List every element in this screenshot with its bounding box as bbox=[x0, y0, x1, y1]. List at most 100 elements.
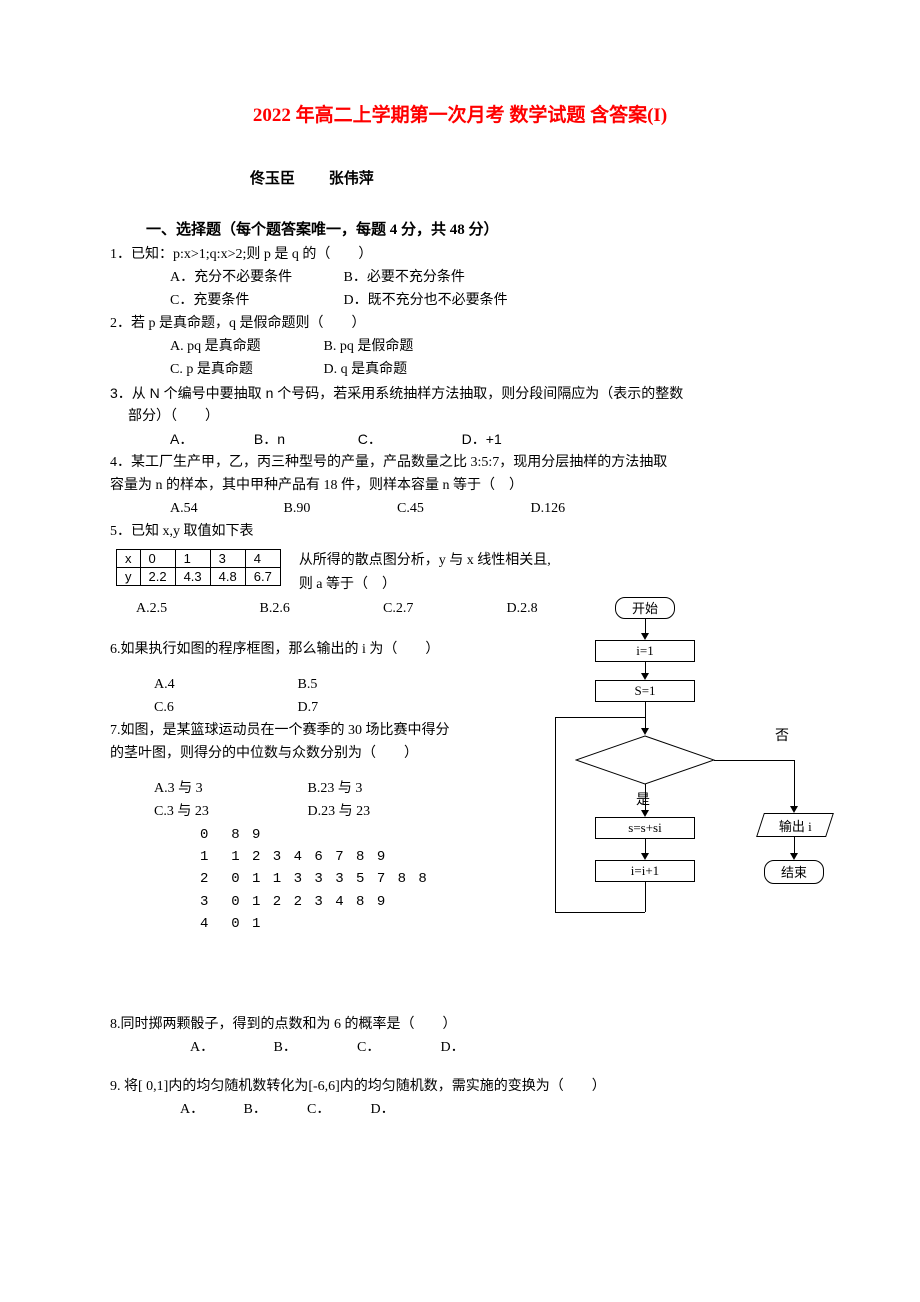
q6-stem: 6.如果执行如图的程序框图，那么输出的 i 为（ ） bbox=[110, 638, 570, 661]
q3-stem: 3．从 N 个编号中要抽取 n 个号码，若采用系统抽样方法抽取，则分段间隔应为（… bbox=[110, 382, 810, 405]
q9-opts: A． B． C． D． bbox=[180, 1098, 810, 1121]
two-column-block: A.2.5 B.2.6 C.2.7 D.2.8 6.如果执行如图的程序框图，那么… bbox=[110, 597, 810, 997]
page-title: 2022 年高二上学期第一次月考 数学试题 含答案(I) bbox=[110, 100, 810, 127]
fc-yes-label: 是 bbox=[636, 789, 650, 809]
q5-x0: 0 bbox=[140, 550, 175, 568]
fc-line-no-h bbox=[714, 760, 794, 761]
fc-no-label: 否 bbox=[775, 725, 789, 745]
q1-A: A．充分不必要条件 bbox=[170, 266, 340, 289]
q3-A: A． bbox=[170, 428, 250, 451]
fc-decision-icon bbox=[575, 735, 715, 785]
q5-A: A.2.5 bbox=[136, 597, 256, 620]
q5-x4: 4 bbox=[245, 550, 280, 568]
q4-A: A.54 bbox=[170, 497, 280, 520]
q6-opts-1: A.4 B.5 bbox=[154, 673, 570, 696]
exam-page: 2022 年高二上学期第一次月考 数学试题 含答案(I) 佟玉臣 张伟萍 一、选… bbox=[0, 0, 920, 1181]
q2-B: B. pq 是假命题 bbox=[324, 335, 414, 358]
q5-D: D.2.8 bbox=[507, 597, 538, 620]
q5-C: C.2.7 bbox=[383, 597, 503, 620]
authors: 佟玉臣 张伟萍 bbox=[250, 167, 810, 188]
q9-B: B． bbox=[244, 1098, 304, 1121]
q9-C: C． bbox=[307, 1098, 367, 1121]
q8-A: A． bbox=[190, 1036, 270, 1059]
fc-step2: i=i+1 bbox=[595, 860, 695, 882]
section-1-head: 一、选择题（每个题答案唯一，每题 4 分，共 48 分） bbox=[146, 218, 810, 239]
q3-stem-cont: 部分）（ ） bbox=[128, 405, 810, 428]
q4-stem2: 容量为 n 的样本，其中甲种产品有 18 件，则样本容量 n 等于（ ） bbox=[110, 474, 810, 497]
q5-y0: 2.2 bbox=[140, 568, 175, 586]
fc-arrowhead-no bbox=[790, 806, 798, 813]
q4-B: B.90 bbox=[284, 497, 394, 520]
q1-opts-1: A．充分不必要条件 B．必要不充分条件 bbox=[170, 266, 810, 289]
q4-C: C.45 bbox=[397, 497, 527, 520]
q9-D: D． bbox=[371, 1098, 395, 1121]
sl-0: 0 8 9 bbox=[200, 827, 262, 843]
sl-3: 3 0 1 2 2 3 4 8 9 bbox=[200, 894, 387, 910]
fc-line-loop-v1 bbox=[645, 882, 646, 912]
q8-C: C． bbox=[357, 1036, 437, 1059]
fc-step1: s=s+si bbox=[595, 817, 695, 839]
q7-B: B.23 与 3 bbox=[308, 777, 363, 800]
q5-B: B.2.6 bbox=[260, 597, 380, 620]
fc-line-no-v bbox=[794, 760, 795, 810]
q5-table-row: x 0 1 3 4 y 2.2 4.3 4.8 6.7 从所得的散点图分析，y … bbox=[110, 549, 810, 597]
q4-opts: A.54 B.90 C.45 D.126 bbox=[170, 497, 810, 520]
stem-leaf-plot: 0 8 9 1 1 2 3 4 6 7 8 9 2 0 1 1 3 3 3 5 … bbox=[200, 824, 570, 936]
q7-A: A.3 与 3 bbox=[154, 777, 304, 800]
q8-B: B． bbox=[274, 1036, 354, 1059]
q8-D: D． bbox=[441, 1036, 465, 1059]
q7-opts-1: A.3 与 3 B.23 与 3 bbox=[154, 777, 570, 800]
fc-arrowhead-end bbox=[790, 853, 798, 860]
fc-output: 输出 i bbox=[756, 813, 834, 837]
q5-stem: 5．已知 x,y 取值如下表 bbox=[110, 520, 810, 543]
q5-y3: 4.8 bbox=[210, 568, 245, 586]
q2-C: C. p 是真命题 bbox=[170, 358, 320, 381]
q6-C: C.6 bbox=[154, 696, 294, 719]
sl-2: 2 0 1 1 3 3 3 5 7 8 8 bbox=[200, 871, 429, 887]
q2-stem: 2．若 p 是真命题，q 是假命题则（ ） bbox=[110, 312, 810, 335]
left-column: A.2.5 B.2.6 C.2.7 D.2.8 6.如果执行如图的程序框图，那么… bbox=[110, 597, 570, 936]
q2-A: A. pq 是真命题 bbox=[170, 335, 320, 358]
q9-stem: 9. 将[ 0,1]内的均匀随机数转化为[-6,6]内的均匀随机数，需实施的变换… bbox=[110, 1075, 810, 1098]
author-2: 张伟萍 bbox=[329, 171, 374, 187]
q9-A: A． bbox=[180, 1098, 240, 1121]
q6-B: B.5 bbox=[298, 673, 318, 696]
q5-y1: 4.3 bbox=[175, 568, 210, 586]
q7-stem1: 7.如图，是某篮球运动员在一个赛季的 30 场比赛中得分 bbox=[110, 719, 570, 742]
q3-B: B．n bbox=[254, 428, 354, 451]
author-1: 佟玉臣 bbox=[250, 171, 295, 187]
fc-arrowhead-4 bbox=[641, 810, 649, 817]
q2-D: D. q 是真命题 bbox=[324, 358, 408, 381]
q3-opts: A． B．n C． D．+1 bbox=[170, 428, 810, 451]
q3-C: C． bbox=[358, 428, 458, 451]
q8-opts: A． B． C． D． bbox=[190, 1036, 810, 1059]
fc-line-loop-h2 bbox=[555, 717, 645, 718]
flowchart: 开始 i=1 S=1 是 否 bbox=[580, 597, 860, 997]
fc-init-i: i=1 bbox=[595, 640, 695, 662]
fc-arrowhead-2 bbox=[641, 673, 649, 680]
sl-1: 1 1 2 3 4 6 7 8 9 bbox=[200, 849, 387, 865]
q5-table: x 0 1 3 4 y 2.2 4.3 4.8 6.7 bbox=[116, 549, 281, 586]
fc-line-loop-v2 bbox=[555, 717, 556, 912]
fc-output-text: 输出 i bbox=[779, 815, 812, 834]
fc-arrowhead-1 bbox=[641, 633, 649, 640]
q1-D: D．既不充分也不必要条件 bbox=[344, 289, 508, 312]
q2-opts-2: C. p 是真命题 D. q 是真命题 bbox=[170, 358, 810, 381]
q5-right-text: 从所得的散点图分析，y 与 x 线性相关且, 则 a 等于（ ） bbox=[299, 549, 551, 597]
q3-D: D．+1 bbox=[462, 428, 502, 451]
q7-D: D.23 与 23 bbox=[308, 800, 371, 823]
q6-A: A.4 bbox=[154, 673, 294, 696]
q5-opts: A.2.5 B.2.6 C.2.7 D.2.8 bbox=[136, 597, 570, 620]
fc-init-s: S=1 bbox=[595, 680, 695, 702]
q1-opts-2: C．充要条件 D．既不充分也不必要条件 bbox=[170, 289, 810, 312]
q1-stem: 1．已知：p:x>1;q:x>2;则 p 是 q 的（ ） bbox=[110, 243, 810, 266]
q5-th-x: x bbox=[117, 550, 141, 568]
q5-y4: 6.7 bbox=[245, 568, 280, 586]
q6-D: D.7 bbox=[298, 696, 319, 719]
q1-C: C．充要条件 bbox=[170, 289, 340, 312]
fc-line-loop-h bbox=[555, 912, 645, 913]
q1-B: B．必要不充分条件 bbox=[344, 266, 465, 289]
q4-D: D.126 bbox=[531, 497, 566, 520]
q2-opts-1: A. pq 是真命题 B. pq 是假命题 bbox=[170, 335, 810, 358]
sl-4: 4 0 1 bbox=[200, 916, 262, 932]
